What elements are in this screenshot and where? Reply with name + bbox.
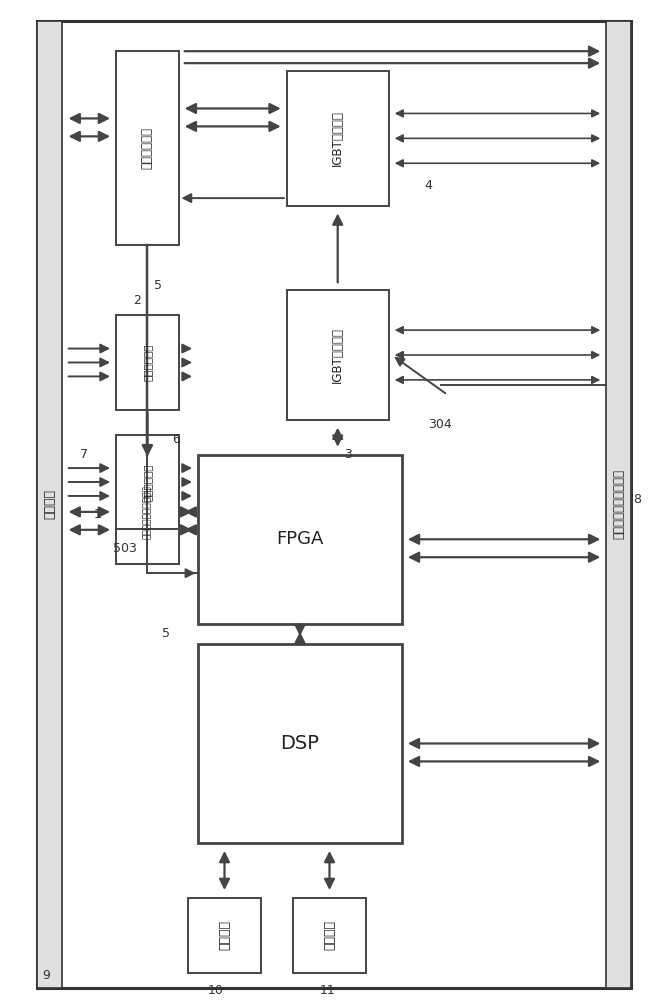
- Text: 系统运行状态采集单元: 系统运行状态采集单元: [612, 469, 625, 539]
- Bar: [38, 21, 63, 988]
- Text: DSP: DSP: [281, 734, 320, 753]
- Text: 并网接入单元: 并网接入单元: [141, 127, 154, 169]
- Bar: [287, 290, 389, 420]
- Text: 人机界面: 人机界面: [218, 920, 231, 950]
- Text: FPGA: FPGA: [276, 530, 324, 548]
- Bar: [606, 21, 631, 988]
- Text: 503: 503: [113, 542, 137, 555]
- Text: 304: 304: [428, 418, 451, 431]
- Text: 6: 6: [172, 433, 180, 446]
- Bar: [198, 644, 402, 843]
- Bar: [287, 71, 389, 206]
- Text: 三相电网: 三相电网: [43, 489, 57, 519]
- Bar: [116, 460, 179, 564]
- Text: IGBT驱动单元: IGBT驱动单元: [331, 327, 344, 383]
- Bar: [188, 898, 260, 973]
- Text: 1: 1: [94, 508, 101, 521]
- Text: 5: 5: [154, 279, 162, 292]
- Text: 2: 2: [132, 294, 140, 307]
- Text: 10: 10: [208, 984, 224, 997]
- Text: 7: 7: [80, 448, 88, 461]
- Text: 9: 9: [43, 969, 51, 982]
- Text: 并网接入电流采集单元: 并网接入电流采集单元: [143, 485, 152, 539]
- Bar: [116, 315, 179, 410]
- Text: 8: 8: [633, 493, 641, 506]
- Text: 3: 3: [344, 448, 352, 461]
- Text: 4: 4: [424, 179, 432, 192]
- Text: IGBT开关单元: IGBT开关单元: [331, 110, 344, 166]
- Text: 通讯接口: 通讯接口: [323, 920, 336, 950]
- Bar: [198, 455, 402, 624]
- Bar: [116, 51, 179, 245]
- Text: 5: 5: [162, 627, 170, 640]
- Bar: [116, 435, 179, 529]
- Text: 电压采集单元: 电压采集单元: [142, 344, 152, 381]
- Text: 11: 11: [320, 984, 335, 997]
- Text: 电流采集单元: 电流采集单元: [142, 463, 152, 501]
- Bar: [293, 898, 366, 973]
